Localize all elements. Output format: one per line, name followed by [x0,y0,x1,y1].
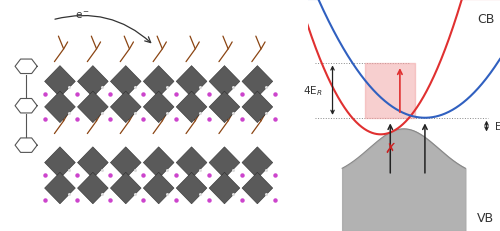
Polygon shape [110,147,141,179]
Polygon shape [144,66,174,98]
Polygon shape [209,92,240,123]
Polygon shape [78,66,108,98]
Text: e$^-$: e$^-$ [76,9,90,21]
Text: 4E$_R$: 4E$_R$ [304,84,323,98]
Text: E$_R$: E$_R$ [494,120,500,133]
Polygon shape [176,147,207,179]
Text: VB: VB [477,211,494,224]
Polygon shape [110,92,141,123]
Polygon shape [78,147,108,179]
Polygon shape [78,92,108,123]
Polygon shape [44,92,76,123]
Polygon shape [242,66,273,98]
Polygon shape [176,92,207,123]
Polygon shape [209,147,240,179]
Polygon shape [110,173,141,204]
Polygon shape [144,147,174,179]
Polygon shape [44,173,76,204]
Polygon shape [176,173,207,204]
Polygon shape [78,173,108,204]
Polygon shape [44,147,76,179]
Polygon shape [176,66,207,98]
Polygon shape [44,66,76,98]
Text: ✗: ✗ [384,142,396,155]
Polygon shape [110,66,141,98]
Polygon shape [242,173,273,204]
Polygon shape [242,147,273,179]
Text: CB: CB [477,13,494,26]
Polygon shape [144,173,174,204]
Polygon shape [144,92,174,123]
Polygon shape [209,173,240,204]
Polygon shape [242,92,273,123]
Polygon shape [209,66,240,98]
